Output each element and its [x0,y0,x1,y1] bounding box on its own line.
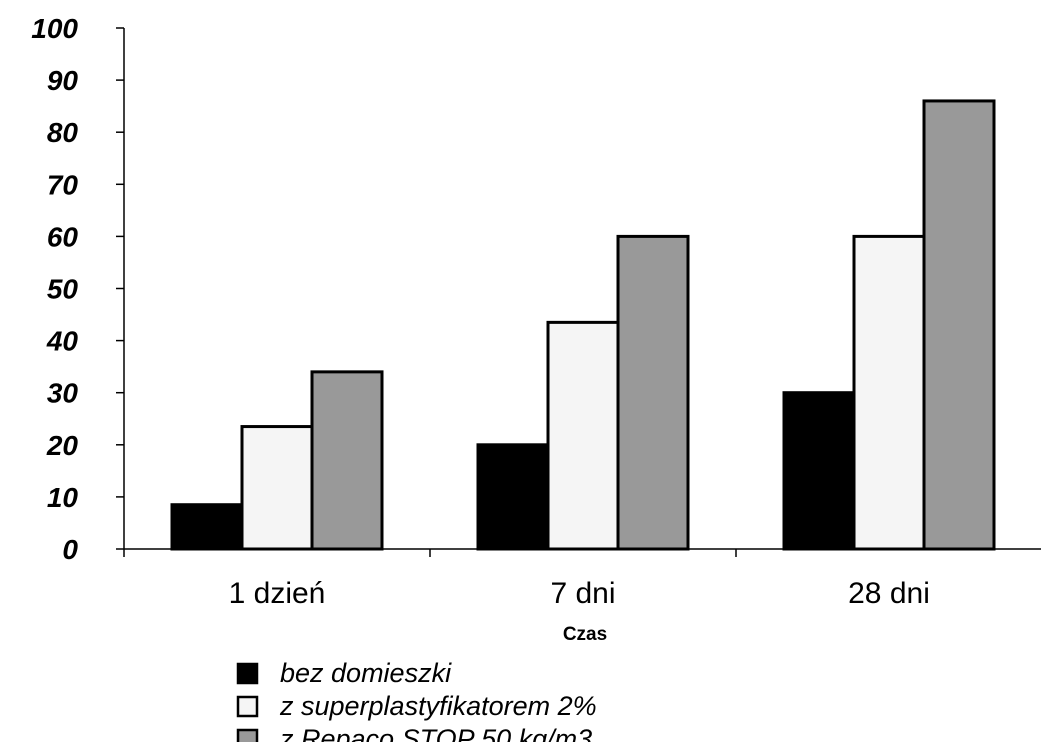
category-label: 7 dni [550,577,615,610]
category-labels: 1 dzień 7 dni 28 dni [229,577,930,610]
y-axis: 0 10 20 30 40 50 60 70 80 90 100 [31,13,125,565]
y-tick-label: 30 [47,378,79,409]
bar-1-2 [476,443,550,551]
y-tick-label: 70 [47,169,79,200]
bar-2-2 [546,320,620,551]
y-tick-label: 10 [47,482,79,513]
y-tick-label: 40 [46,326,79,357]
y-tick-label: 80 [47,117,79,148]
bar-3-1 [310,370,384,551]
legend-swatch [236,662,259,685]
bar-3-2 [616,234,690,551]
bar-1-1 [170,503,244,551]
legend-label: z Repaco STOP 50 kg/m3 [279,724,592,742]
bar-2-1 [240,425,314,551]
y-tick-label: 90 [47,65,79,96]
legend-swatch [236,695,259,718]
legend-label: z superplastyfikatorem 2% [279,691,597,721]
bars [170,99,996,551]
category-label: 1 dzień [229,577,326,610]
bar-3-3 [922,99,996,551]
y-tick-label: 60 [47,221,79,252]
y-tick-label: 20 [46,430,79,461]
y-tick-label: 100 [31,13,78,44]
legend-label: bez domieszki [280,658,452,688]
bar-1-3 [782,391,856,551]
y-tick-label: 50 [47,274,79,305]
category-label: 28 dni [848,577,930,610]
x-axis-label: Czas [563,624,607,645]
bar-2-3 [852,234,926,551]
legend-swatch [236,728,259,742]
y-tick-label: 0 [62,534,78,565]
